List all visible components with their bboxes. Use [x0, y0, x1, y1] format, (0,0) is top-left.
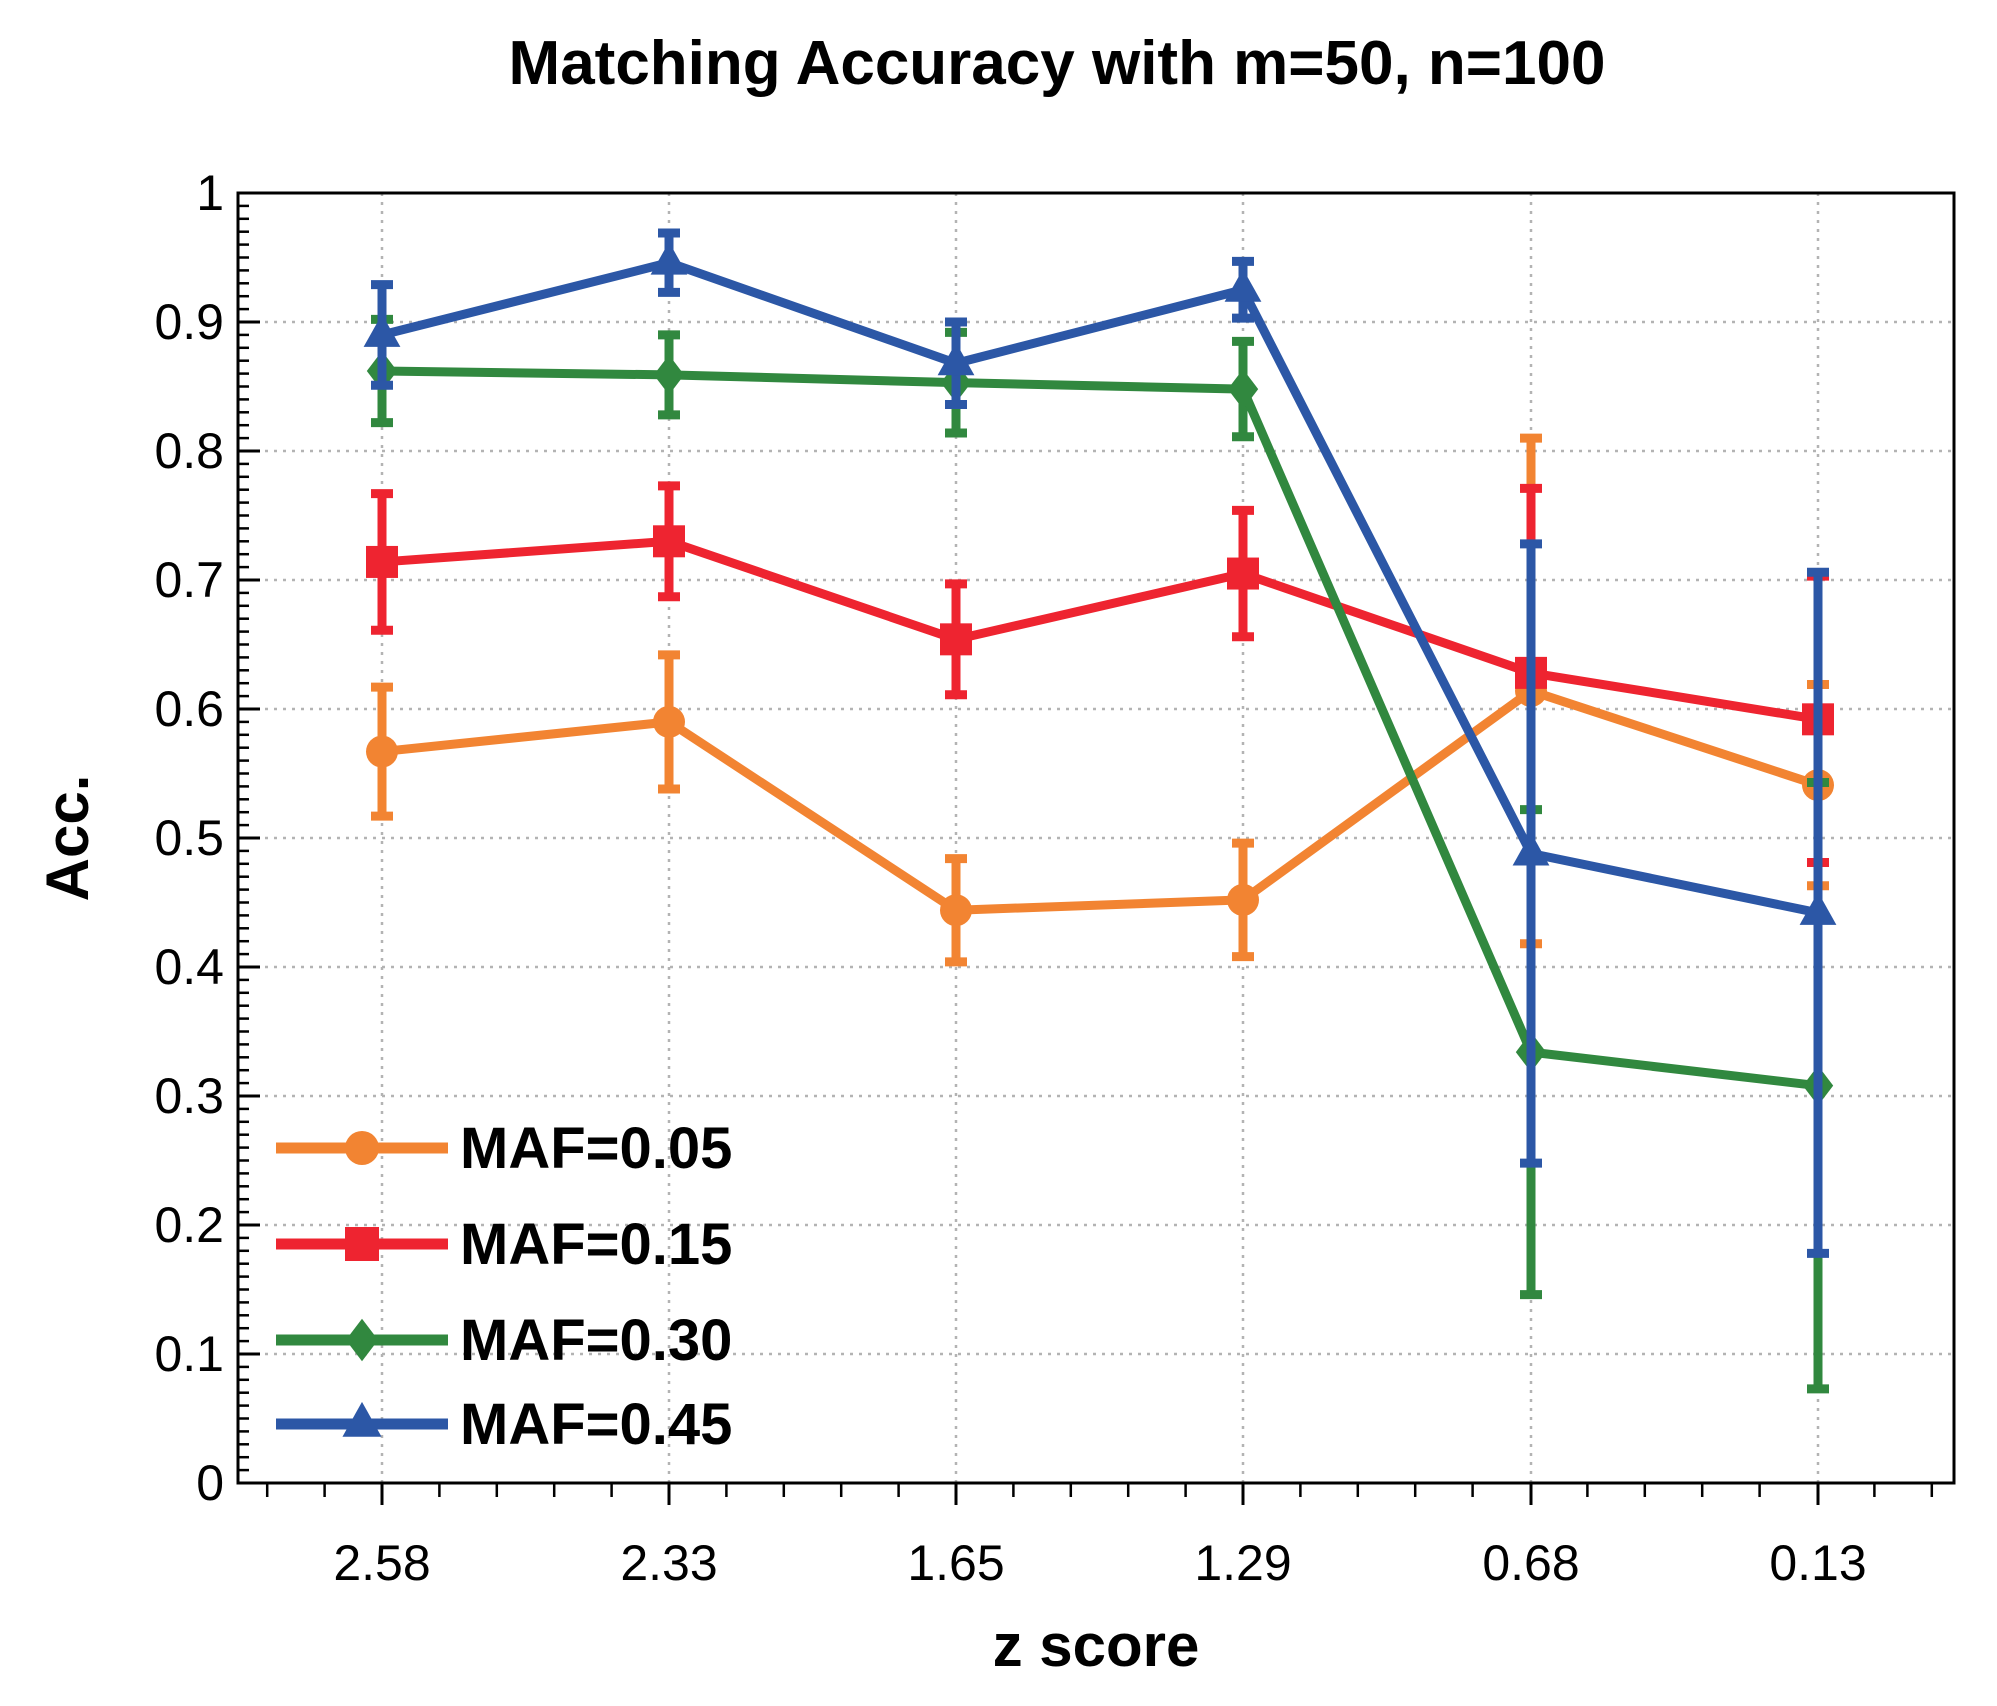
series-line [381, 536, 1819, 724]
marker-circle [345, 1131, 379, 1165]
y-tick-labels: 0 0.1 0.2 0.3 0.4 0.5 0.6 0.7 0.8 0.9 1 [154, 165, 224, 1511]
marker-triangle [1799, 892, 1837, 925]
grid [238, 193, 1954, 1483]
legend-item: MAF=0.30 [276, 1308, 732, 1373]
legend-label: MAF=0.15 [460, 1212, 732, 1277]
x-tick-label: 2.58 [333, 1535, 430, 1591]
series-group [363, 228, 1837, 1394]
marker-triangle [650, 241, 688, 275]
marker-circle [653, 705, 685, 738]
marker-diamond [345, 1318, 379, 1362]
series-maf-0-05 [366, 433, 1834, 967]
axis-ticks [238, 191, 1934, 1505]
marker-diamond [1227, 369, 1259, 410]
marker-circle [366, 735, 398, 768]
legend-label: MAF=0.30 [460, 1308, 732, 1373]
marker-circle [1227, 883, 1259, 916]
chart-title: Matching Accuracy with m=50, n=100 [509, 29, 1606, 98]
marker-triangle [363, 314, 401, 347]
x-tick-label: 1.65 [907, 1535, 1004, 1591]
marker-triangle [1512, 832, 1550, 866]
marker-triangle [937, 342, 975, 376]
x-tick-labels: 2.58 2.33 1.65 1.29 0.68 0.13 [333, 1535, 1866, 1591]
y-tick-label: 0.9 [154, 294, 224, 350]
y-tick-label: 0.4 [154, 939, 224, 995]
legend-item: MAF=0.15 [276, 1212, 732, 1277]
y-tick-label: 0.7 [154, 552, 224, 608]
x-tick-label: 0.68 [1482, 1535, 1579, 1591]
marker-triangle [342, 1401, 382, 1437]
legend: MAF=0.05 MAF=0.15 MAF=0.30 MAF=0.45 [276, 1116, 732, 1457]
marker-square [366, 545, 398, 578]
y-tick-label: 1 [196, 165, 224, 221]
marker-square [653, 525, 685, 558]
marker-square [1227, 557, 1259, 590]
x-tick-label: 1.29 [1194, 1535, 1291, 1591]
y-tick-label: 0.3 [154, 1068, 224, 1124]
marker-square [345, 1227, 379, 1261]
x-tick-label: 0.13 [1769, 1535, 1866, 1591]
y-tick-label: 0.2 [154, 1197, 224, 1253]
legend-item: MAF=0.05 [276, 1116, 732, 1181]
series-line [381, 686, 1820, 915]
marker-square [940, 623, 972, 656]
legend-label: MAF=0.45 [460, 1392, 732, 1457]
marker-circle [940, 894, 972, 927]
y-axis-label: Acc. [34, 775, 101, 902]
legend-label: MAF=0.05 [460, 1116, 732, 1181]
series-line [380, 258, 1819, 918]
x-axis-label: z score [993, 1612, 1200, 1679]
y-tick-label: 0.6 [154, 681, 224, 737]
y-tick-label: 0.1 [154, 1326, 224, 1382]
y-tick-label: 0.5 [154, 810, 224, 866]
marker-diamond [653, 354, 685, 395]
y-tick-label: 0.8 [154, 423, 224, 479]
marker-triangle [1224, 268, 1262, 302]
y-tick-label: 0 [196, 1455, 224, 1511]
x-tick-label: 2.33 [620, 1535, 717, 1591]
series-maf-0-15 [366, 481, 1834, 868]
series-line [381, 366, 1819, 1091]
legend-item: MAF=0.45 [276, 1392, 732, 1457]
series-maf-0-45 [363, 228, 1837, 1258]
